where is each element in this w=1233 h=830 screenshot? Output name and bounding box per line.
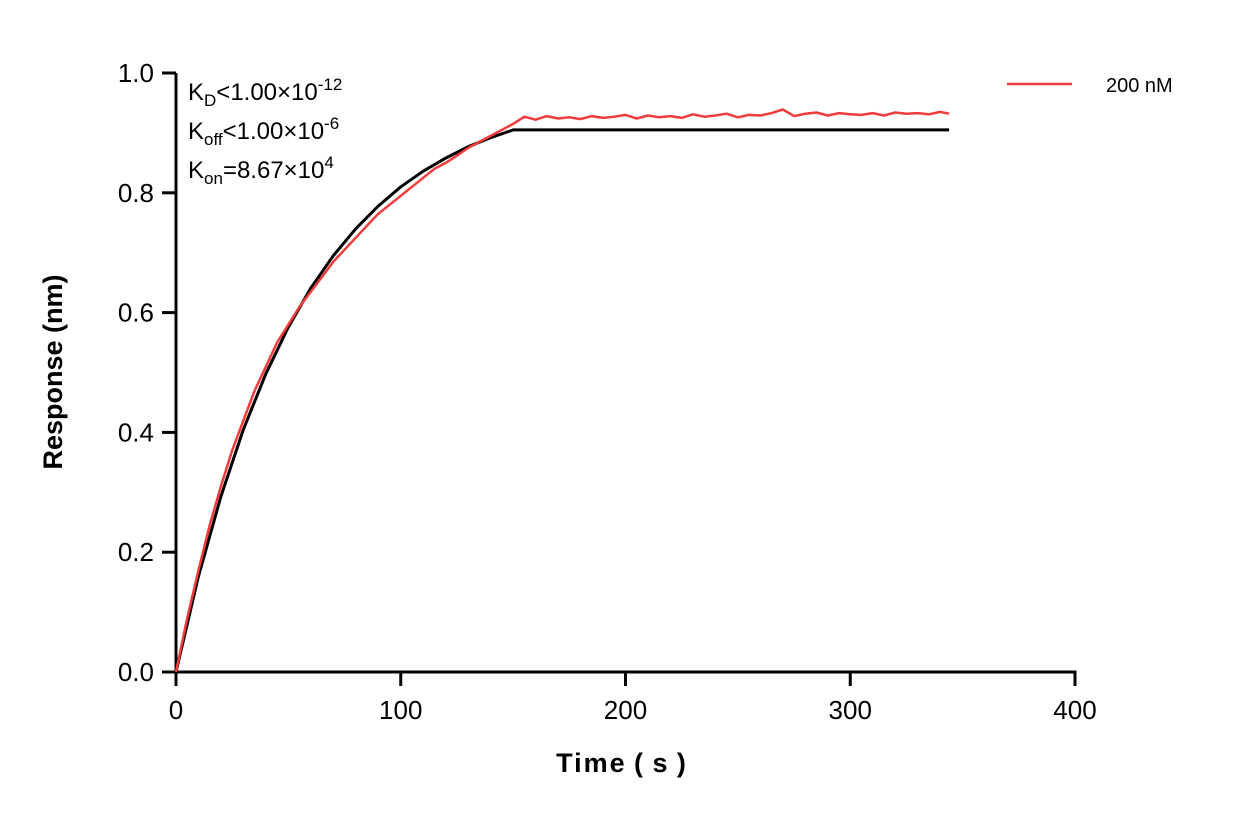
- legend-label: 200 nM: [1106, 75, 1173, 97]
- y-tick-label: 0.0: [118, 657, 154, 687]
- x-tick-label: 0: [169, 695, 183, 725]
- y-axis-label: Response (nm): [38, 274, 68, 469]
- kinetic-constants: KD<1.00×10-12 Koff<1.00×10-6 Kon=8.67×104: [188, 75, 342, 188]
- y-tick-label: 0.6: [118, 298, 154, 328]
- x-axis-label: Time ( s ): [556, 748, 688, 778]
- fit-curve-line: [174, 128, 950, 673]
- y-tick-label: 0.2: [118, 537, 154, 567]
- y-tick-label: 0.4: [118, 417, 154, 447]
- series-200nM-line: [174, 108, 950, 673]
- kinetic-constant-label: Kon=8.67×104: [188, 153, 334, 188]
- series-lines: [174, 108, 950, 673]
- x-tick-label: 400: [1053, 695, 1096, 725]
- x-tick-label: 200: [604, 695, 647, 725]
- legend: 200 nM: [1007, 75, 1173, 97]
- x-tick-label: 100: [379, 695, 422, 725]
- axes: 0 100 200 300 400 0.0 0.2 0.4 0.6 0.8 1.0: [118, 58, 1097, 725]
- x-tick-label: 300: [829, 695, 872, 725]
- y-tick-label: 1.0: [118, 58, 154, 88]
- kinetic-constant-label: KD<1.00×10-12: [188, 75, 342, 110]
- y-tick-label: 0.8: [118, 178, 154, 208]
- kinetic-constant-label: Koff<1.00×10-6: [188, 114, 339, 149]
